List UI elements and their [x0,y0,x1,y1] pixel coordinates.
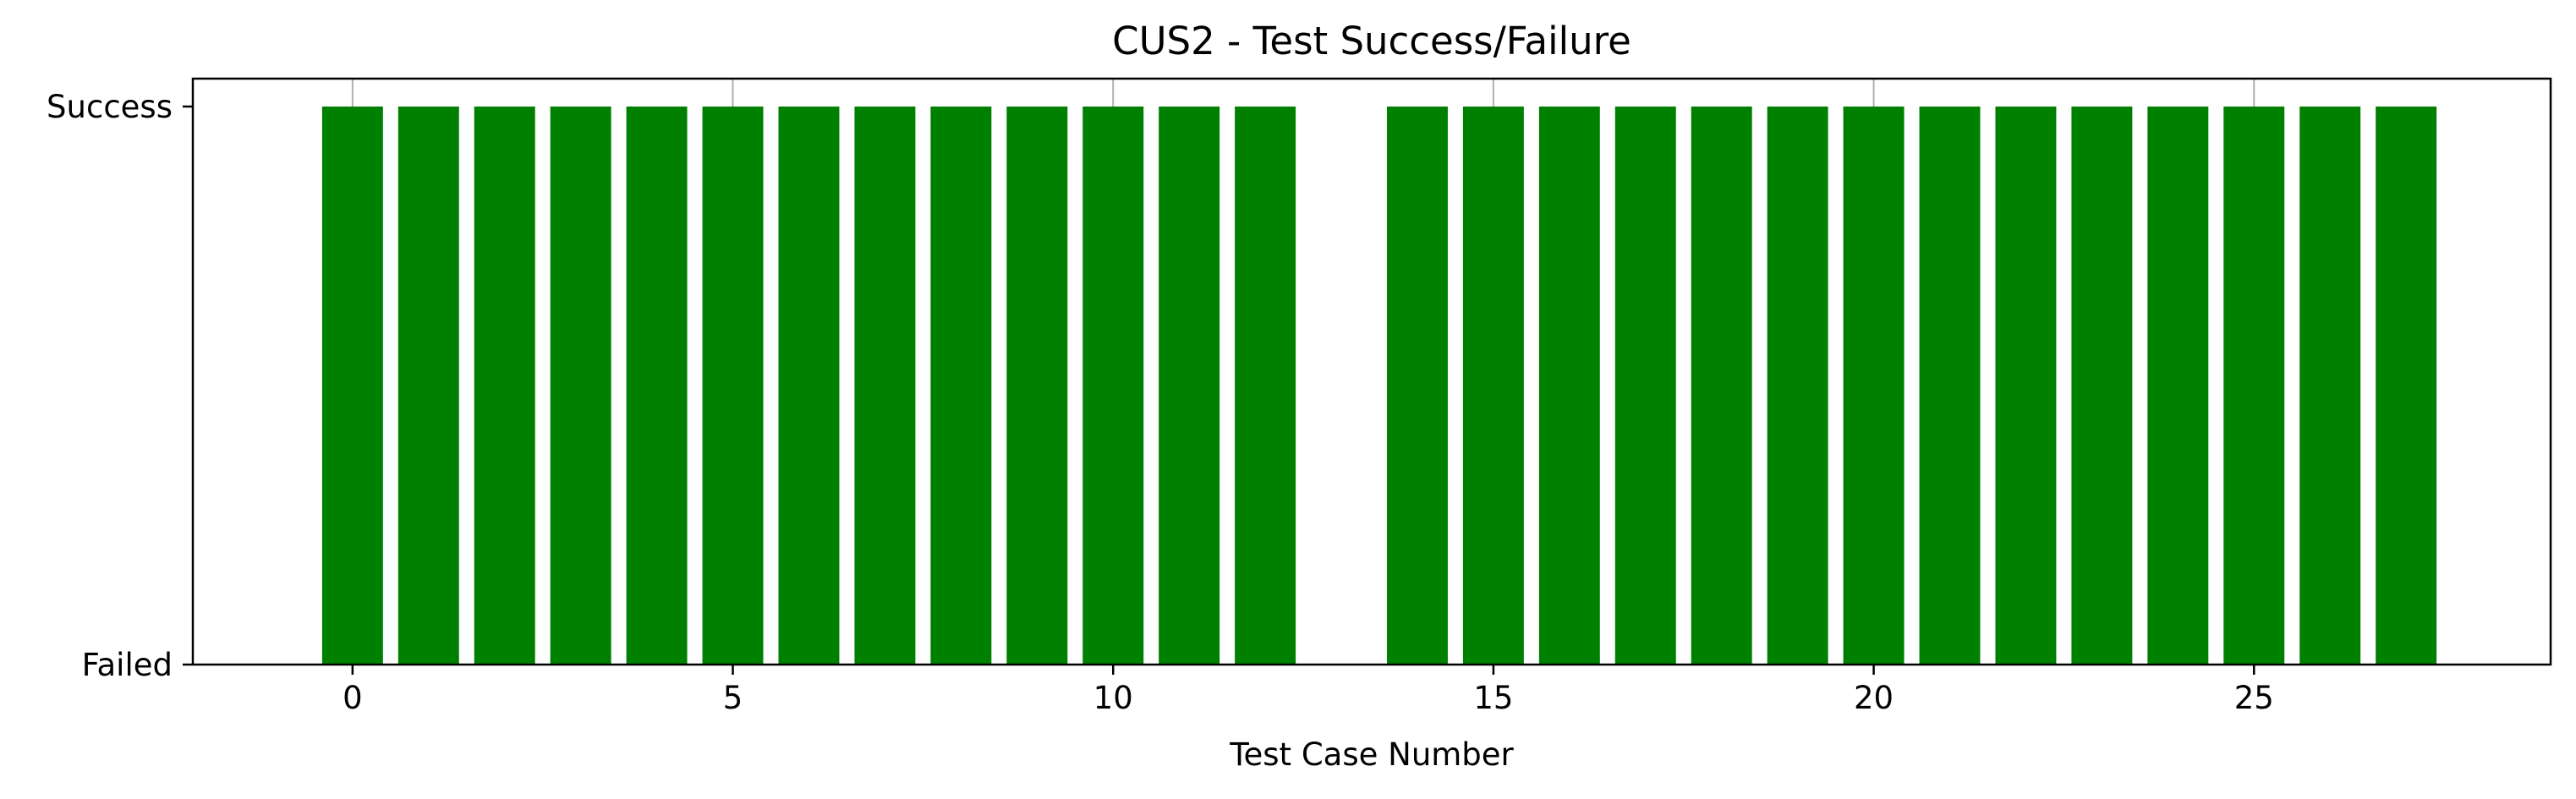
bar [1767,107,1828,665]
bar [2071,107,2133,665]
x-axis-label: Test Case Number [1229,736,1514,773]
x-tick-label: 15 [1473,680,1513,716]
bar [550,107,611,665]
x-tick-label: 10 [1093,680,1133,716]
x-tick-label: 20 [1854,680,1894,716]
y-axis-ticks: Failed Success [47,89,193,683]
chart-title: CUS2 - Test Success/Failure [1112,19,1631,63]
plot-area-frame [191,77,2552,666]
bar [2299,107,2361,665]
bar [1006,107,1068,665]
bar [2223,107,2285,665]
bar [1614,107,1676,665]
bar [2376,107,2437,665]
bar [397,107,459,665]
bar [778,107,840,665]
bar [2147,107,2209,665]
bar [1462,107,1524,665]
bar [1995,107,2057,665]
y-tick-label: Success [47,89,173,125]
bar [321,107,383,665]
bar [1159,107,1220,665]
bar [1843,107,1905,665]
bar [626,107,688,665]
bar [1082,107,1144,665]
bar [1235,107,1296,665]
bar [702,107,764,665]
bar [854,107,916,665]
bar [930,107,992,665]
bar [1691,107,1752,665]
bar [1386,107,1448,665]
x-tick-label: 0 [343,680,363,716]
bar [1919,107,1981,665]
bar [474,107,535,665]
x-tick-label: 5 [723,680,743,716]
bars [321,107,2437,665]
bar [1538,107,1600,665]
x-tick-label: 25 [2234,680,2274,716]
y-tick-label: Failed [82,647,173,683]
x-axis-ticks: 0 5 10 15 20 25 [343,665,2274,716]
